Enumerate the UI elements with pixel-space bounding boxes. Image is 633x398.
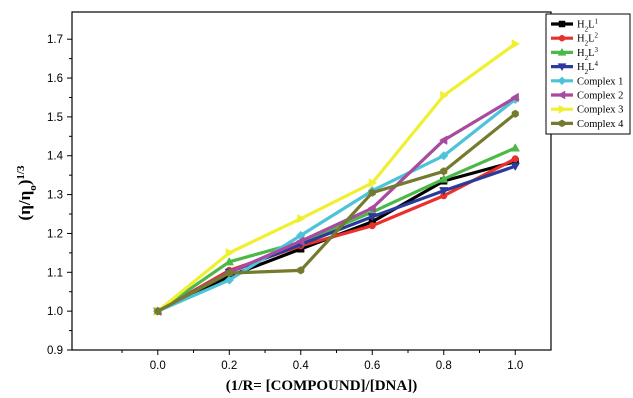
data-point	[225, 268, 233, 278]
legend-item: Complex 3	[551, 105, 623, 116]
x-axis: 0.0 0.2 0.4 0.6 0.8 1.0	[121, 350, 523, 372]
series-2	[154, 155, 519, 315]
y-tick-label: 1.4	[47, 151, 64, 163]
y-tick-label: 1.7	[47, 34, 63, 46]
legend-marker	[557, 63, 567, 72]
plot-border	[71, 11, 552, 351]
legend-marker	[558, 104, 567, 114]
data-point	[511, 155, 519, 163]
x-tick-label: 0.6	[364, 360, 380, 372]
legend-item: Complex 4	[551, 119, 624, 130]
legend-marker	[558, 34, 566, 42]
legend-label: Complex 1	[577, 76, 623, 87]
legend-item: H2L2	[551, 32, 599, 48]
y-tick-label: 1.3	[47, 190, 63, 202]
data-point	[295, 236, 305, 246]
legend-label: H2L2	[577, 32, 599, 48]
data-point	[154, 307, 162, 316]
legend-marker	[558, 20, 566, 28]
x-axis-label: (1/R= [COMPOUND]/[DNA])	[226, 378, 417, 394]
data-point	[368, 178, 378, 188]
legend-label: H2L3	[577, 46, 599, 62]
legend-label: Complex 4	[577, 119, 624, 130]
series-layer	[152, 39, 521, 316]
data-point	[225, 248, 235, 258]
legend-item: Complex 2	[551, 91, 623, 102]
plot-frame	[71, 11, 552, 351]
y-axis-label: (η/ηo)1/3	[15, 165, 39, 220]
y-axis-label-text: (η/ηo)1/3	[15, 165, 39, 220]
data-point	[511, 109, 519, 118]
data-point	[511, 39, 521, 49]
data-point	[367, 213, 377, 222]
legend-label: H2L1	[577, 18, 599, 34]
x-tick-label: 0.4	[293, 360, 310, 372]
legend-item: H2L4	[551, 60, 599, 76]
data-point	[224, 257, 235, 266]
y-tick-label: 1.5	[47, 112, 63, 124]
data-point	[440, 90, 449, 101]
y-axis: 0.9 1.0 1.1 1.2 1.3 1.4 1.5 1.6 1.7	[47, 34, 72, 357]
y-tick-label: 1.1	[47, 267, 63, 279]
y-tick-label: 1.0	[47, 306, 63, 318]
x-tick-label: 1.0	[507, 360, 523, 372]
series-8	[154, 109, 519, 316]
legend-label: Complex 2	[577, 91, 623, 102]
data-point	[224, 275, 234, 285]
data-point	[368, 222, 376, 230]
series-6	[152, 92, 519, 316]
data-point	[297, 213, 306, 224]
y-tick-label: 0.9	[47, 345, 63, 357]
data-point	[297, 266, 305, 275]
series-line	[157, 112, 517, 313]
legend-marker	[557, 47, 567, 56]
legend-marker	[558, 119, 566, 128]
data-point	[367, 203, 376, 213]
series-line	[157, 98, 517, 313]
data-point	[510, 92, 519, 103]
data-point	[510, 143, 520, 152]
data-point	[440, 167, 448, 176]
legend-marker	[557, 76, 567, 86]
x-tick-label: 0.8	[436, 360, 452, 372]
series-line	[156, 42, 517, 313]
data-point	[439, 151, 449, 161]
x-tick-label: 0.2	[221, 360, 237, 372]
legend-marker	[557, 90, 566, 100]
data-point	[438, 135, 448, 145]
legend-label: Complex 3	[577, 105, 623, 116]
y-tick-label: 1.2	[47, 228, 63, 240]
legend-item: H2L1	[551, 18, 599, 34]
series-line	[156, 146, 516, 313]
legend-item: Complex 1	[551, 76, 623, 87]
x-tick-label: 0.0	[150, 360, 166, 372]
data-point	[439, 174, 449, 183]
data-point	[368, 188, 376, 197]
series-7	[154, 39, 521, 316]
legend-item: H2L3	[551, 46, 599, 62]
data-point	[439, 187, 449, 196]
legend-label: H2L4	[577, 60, 599, 76]
legend-box	[545, 13, 631, 135]
data-point	[510, 162, 520, 172]
y-tick-label: 1.6	[47, 73, 63, 85]
